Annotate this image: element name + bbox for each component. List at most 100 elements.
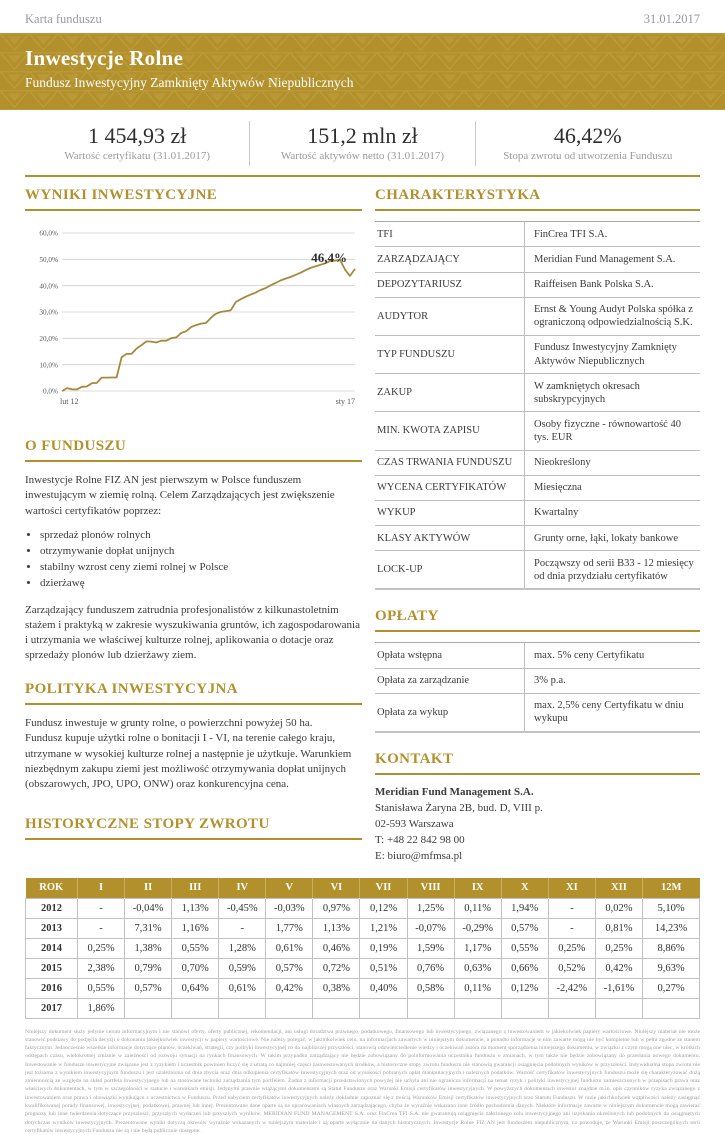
returns-header-cell: XII (594, 877, 643, 899)
returns-cell: 0,38% (312, 977, 361, 999)
returns-cell: 0,59% (218, 957, 267, 979)
contact-line: T: +48 22 842 98 00 (375, 833, 465, 846)
svg-text:60,0%: 60,0% (39, 230, 58, 238)
returns-header-cell: IV (218, 877, 266, 899)
returns-cell: 1,17% (453, 937, 502, 959)
stat-1: 151,2 mln zł Wartość aktywów netto (31.01… (249, 121, 474, 167)
characteristic-row: LOCK-UP Począwszy od serii B33 - 12 miesi… (375, 550, 700, 590)
returns-cell: 0,61% (265, 937, 314, 959)
contact-company: Meridian Fund Management S.A. (375, 785, 534, 798)
returns-row: 2013-7,31% 1,16% -1,77% 1,13% 1,21% -0,07% -0,… (25, 917, 700, 939)
returns-cell: 2017 (25, 997, 78, 1019)
svg-text:lut 12: lut 12 (60, 397, 78, 406)
characteristic-row: ZAKUP W zamkniętych okresach subskrypcyjn… (375, 373, 700, 413)
characteristic-label: ZARZĄDZAJĄCY (375, 246, 525, 273)
returns-cell: 0,97% (312, 897, 361, 919)
characteristic-row: WYKUP Kwartalny (375, 500, 700, 527)
stat-value: 151,2 mln zł (307, 123, 418, 148)
returns-header-cell: III (171, 877, 219, 899)
returns-cell: 1,38% (124, 937, 173, 959)
fee-value: max. 5% ceny Certyfikatu (524, 642, 700, 669)
returns-cell: 0,12% (500, 977, 549, 999)
returns-cell: 9,63% (642, 957, 700, 979)
svg-text:50,0%: 50,0% (39, 256, 58, 264)
returns-cell (359, 997, 408, 1019)
contact-line: E: biuro@mfmsa.pl (375, 849, 463, 862)
about-intro: Inwestycje Rolne FIZ AN jest pierwszym w… (25, 474, 335, 517)
fee-label: Opłata za zarządzanie (375, 668, 525, 694)
returns-cell: 0,42% (594, 957, 644, 979)
top-strip: Karta funduszu 31.01.2017 (0, 0, 725, 33)
stat-label: Stopa zwrotu od utworzenia Funduszu (503, 150, 673, 163)
characteristic-value: Miesięczna (524, 475, 700, 501)
returns-cell: 0,25% (547, 937, 596, 959)
returns-cell: 2012 (25, 897, 78, 919)
returns-cell: 0,57% (500, 917, 549, 939)
performance-chart-svg: 0,0% 10,0% 20,0% 30,0% 40,0% 50,0% 60,0% 46,4% l… (39, 230, 356, 406)
characteristic-value: Grunty orne, łąki, lokaty bankowe (524, 525, 700, 552)
section-title-fees: OPŁATY (375, 608, 700, 633)
section-title-policy: POLITYKA INWESTYCYJNA (25, 681, 362, 706)
returns-header-cell: ROK (25, 877, 78, 899)
returns-header-cell: IX (453, 877, 502, 899)
stat-label: Wartość certyfikatu (31.01.2017) (64, 150, 211, 163)
fee-row: Opłata za wykup max. 2,5% ceny Certyfikat… (375, 693, 700, 732)
returns-cell: 0,51% (359, 957, 408, 979)
stat-label: Wartość aktywów netto (31.01.2017) (280, 150, 445, 163)
returns-cell: 1,16% (171, 917, 220, 939)
returns-cell: 0,55% (500, 937, 549, 959)
returns-cell: - (76, 917, 126, 939)
svg-text:sty 17: sty 17 (336, 397, 355, 406)
characteristic-value: Meridian Fund Management S.A. (524, 246, 700, 273)
section-title-results: WYNIKI INWESTYCYJNE (25, 187, 362, 212)
banner-deco-pattern (0, 33, 725, 110)
returns-cell (547, 997, 596, 1019)
fund-subtitle: Fundusz Inwestycyjny Zamknięty Aktywów N… (25, 75, 354, 90)
characteristic-label: AUDYTOR (375, 297, 525, 336)
characteristic-label: DEPOZYTARIUSZ (375, 272, 525, 298)
characteristic-row: KLASY AKTYWÓW Grunty orne, łąki, lokaty b… (375, 525, 700, 552)
characteristic-value: Począwszy od serii B33 - 12 miesięcy od … (524, 550, 700, 590)
right-column: CHARAKTERYSTYKA TFI FinCrea TFI S.A. ZARZĄ… (375, 187, 700, 864)
returns-row: 2016 0,55% 0,57% 0,64% 0,61% 0,42% 0,38% 0,40% 0… (25, 977, 700, 999)
returns-cell: -0,04% (124, 897, 173, 919)
about-outro: Zarządzający funduszem zatrudnia profesj… (25, 603, 360, 662)
returns-cell: 0,79% (124, 957, 173, 979)
about-bullet-list: sprzedaż plonów rolnychotrzymywanie dopł… (25, 528, 362, 592)
characteristic-value: W zamkniętych okresach subskrypcyjnych (524, 373, 700, 413)
banner-text: Inwestycje Rolne Fundusz Inwestycyjny Za… (0, 33, 725, 91)
returns-header-cell: II (124, 877, 172, 899)
returns-cell: 1,59% (406, 937, 455, 959)
returns-cell: 0,70% (171, 957, 220, 979)
performance-chart: 0,0% 10,0% 20,0% 30,0% 40,0% 50,0% 60,0% 46,4% l… (25, 219, 362, 420)
section-title-contact: KONTAKT (375, 751, 700, 775)
returns-cell: 1,21% (359, 917, 408, 939)
returns-cell (265, 997, 314, 1019)
fee-value: max. 2,5% ceny Certyfikatu w dniu wykupu (524, 693, 700, 732)
svg-text:10,0%: 10,0% (39, 362, 58, 370)
policy-text: Fundusz inwestuje w grunty rolne, o powi… (25, 717, 352, 790)
stat-0: 1 454,93 zł Wartość certyfikatu (31.01.20… (25, 121, 249, 166)
returns-cell: 1,28% (218, 937, 267, 959)
characteristic-value: Kwartalny (524, 500, 700, 527)
characteristic-value: FinCrea TFI S.A. (524, 221, 700, 248)
characteristic-label: KLASY AKTYWÓW (375, 525, 525, 552)
returns-header-cell: VIII (406, 877, 455, 899)
about-bullet-item: sprzedaż plonów rolnych (40, 528, 362, 544)
characteristic-row: MIN. KWOTA ZAPISU Osoby fizyczne - równow… (375, 411, 700, 451)
characteristic-row: ZARZĄDZAJĄCY Meridian Fund Management S.A… (375, 246, 700, 273)
svg-text:40,0%: 40,0% (39, 283, 58, 291)
returns-cell: -0,45% (218, 897, 267, 919)
characteristic-row: TFI FinCrea TFI S.A. (375, 221, 700, 248)
fee-label: Opłata za wykup (377, 706, 449, 718)
about-bullet-item: otrzymywanie dopłat unijnych (40, 544, 362, 560)
returns-cell: 7,31% (124, 917, 173, 939)
fee-label: Opłata wstępna (375, 642, 525, 669)
document-type-label: Karta funduszu (25, 12, 102, 26)
key-stats-row: 1 454,93 zł Wartość certyfikatu (31.01.20… (0, 110, 725, 173)
returns-cell: 0,11% (453, 897, 502, 919)
returns-cell: 1,13% (312, 917, 361, 939)
returns-cell: 0,25% (76, 937, 126, 959)
returns-cell: 1,94% (500, 897, 549, 919)
returns-row: 2014 0,25% 1,38% 0,55% 1,28% 0,61% 0,46% 0,19% 1… (25, 937, 700, 959)
